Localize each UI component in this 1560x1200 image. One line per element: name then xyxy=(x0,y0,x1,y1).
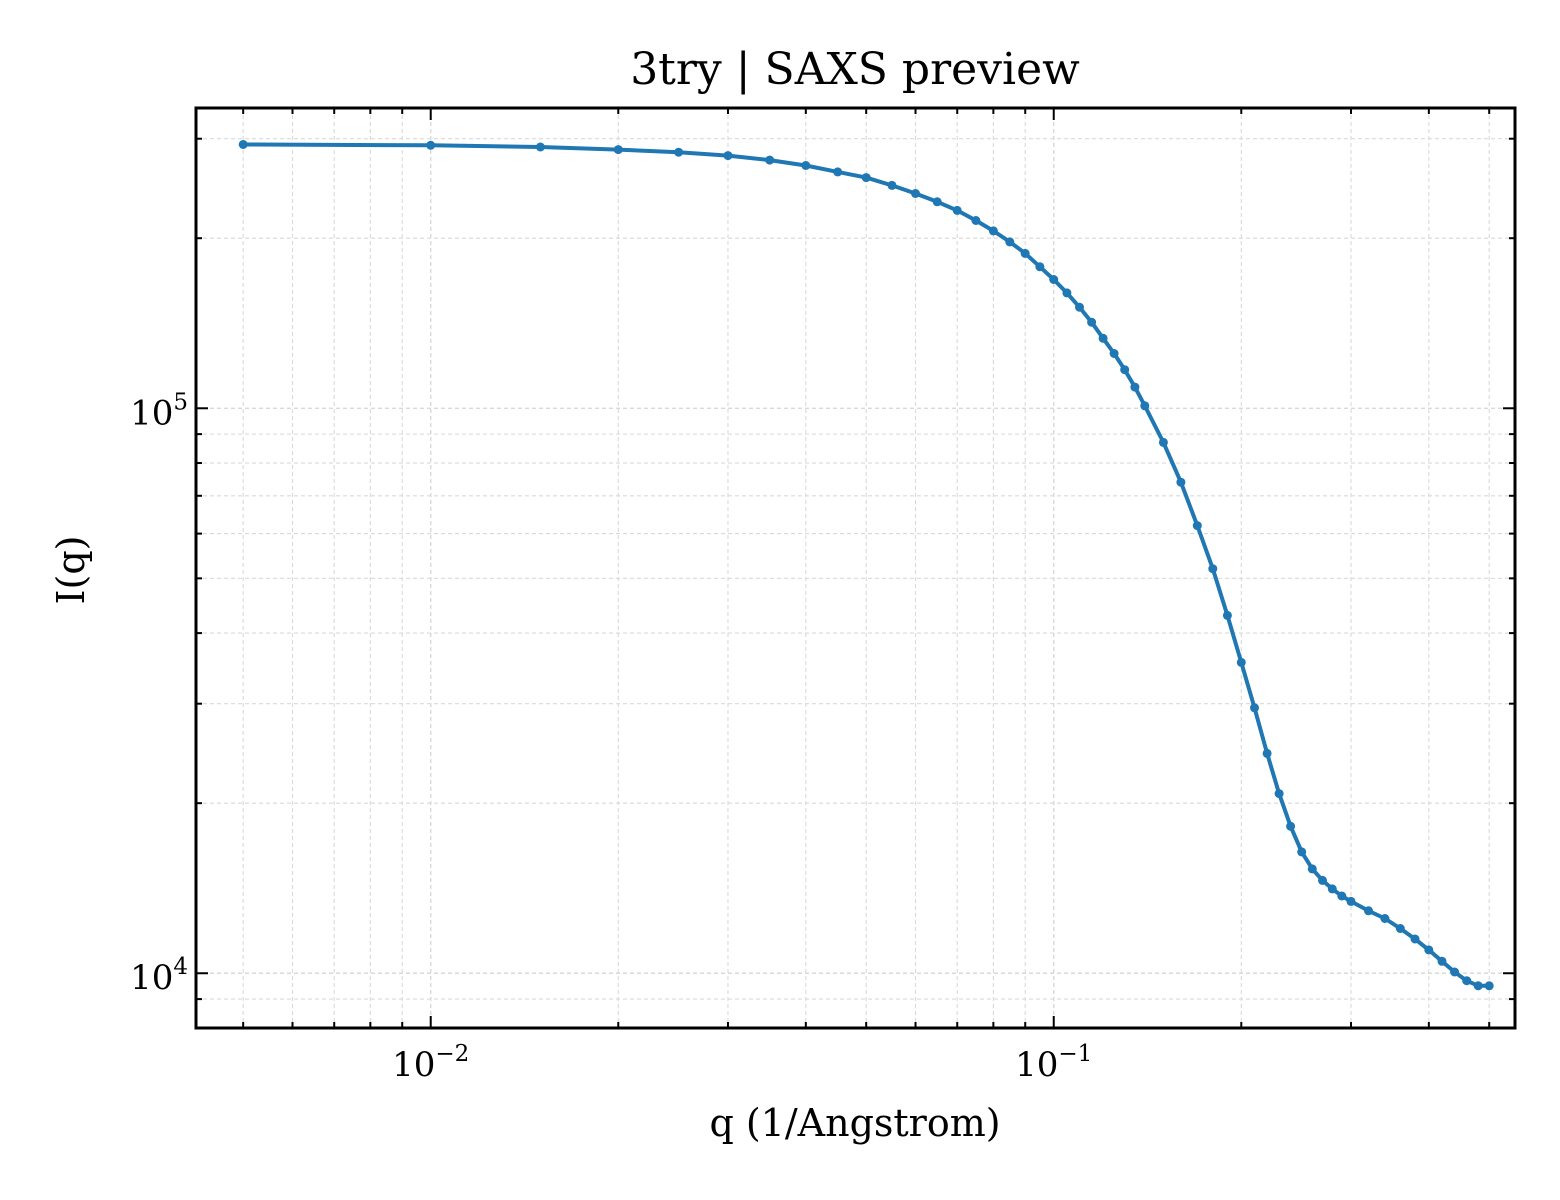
data-point xyxy=(1473,981,1483,991)
data-point xyxy=(1327,884,1337,894)
data-point xyxy=(1035,262,1045,272)
data-point xyxy=(911,189,920,198)
data-point xyxy=(887,180,897,190)
x-axis-label: q (1/Angstrom) xyxy=(709,1101,1000,1145)
data-point xyxy=(1005,237,1015,247)
data-point xyxy=(1410,934,1420,944)
data-point xyxy=(1087,317,1097,327)
data-point xyxy=(1364,906,1373,916)
data-point xyxy=(801,161,811,170)
data-point xyxy=(1130,382,1140,392)
data-point xyxy=(1020,248,1030,258)
data-point xyxy=(1098,333,1108,343)
data-point xyxy=(1120,365,1130,375)
data-point xyxy=(1450,967,1460,977)
data-point xyxy=(1380,914,1390,923)
y-tick-label: 105 xyxy=(130,389,188,433)
data-point xyxy=(1286,821,1296,831)
data-point xyxy=(1140,401,1150,411)
data-point xyxy=(1437,956,1447,966)
data-point xyxy=(1236,657,1246,667)
plot-frame xyxy=(194,106,1517,1030)
data-point xyxy=(723,151,733,161)
data-point xyxy=(1222,610,1232,620)
data-point xyxy=(952,205,962,215)
x-tick-label: 10−2 xyxy=(392,1041,469,1085)
series-layer xyxy=(238,140,1494,991)
data-point xyxy=(1109,349,1119,358)
data-point xyxy=(932,197,942,207)
data-point xyxy=(1158,437,1168,447)
data-point xyxy=(988,226,998,236)
data-point xyxy=(1346,896,1356,906)
data-point xyxy=(426,140,436,150)
data-point xyxy=(1250,703,1259,713)
chart-title: 3try | SAXS preview xyxy=(630,44,1080,95)
data-point xyxy=(1062,288,1072,298)
data-point xyxy=(1462,976,1472,986)
data-point xyxy=(971,216,981,225)
data-point xyxy=(833,167,843,177)
data-point xyxy=(1297,847,1307,857)
y-axis-label: I(q) xyxy=(49,536,93,605)
data-point xyxy=(1192,521,1202,531)
data-point xyxy=(238,140,248,149)
data-point xyxy=(535,142,545,152)
grid-lines xyxy=(196,108,1515,1029)
x-tick-label: 10−1 xyxy=(1015,1041,1092,1085)
data-point xyxy=(613,145,623,155)
data-point xyxy=(1307,864,1317,874)
data-point xyxy=(1262,748,1272,758)
data-point xyxy=(1318,875,1327,885)
data-point xyxy=(861,173,871,183)
data-point xyxy=(1337,891,1347,901)
data-point xyxy=(674,147,684,157)
data-point xyxy=(1075,302,1084,312)
data-point xyxy=(1274,789,1284,799)
data-point xyxy=(1424,945,1434,955)
y-tick-label: 104 xyxy=(130,954,188,998)
data-point xyxy=(765,155,775,165)
data-point xyxy=(1395,924,1405,933)
data-point xyxy=(1208,564,1218,574)
axis-ticks: 10−2 10−1 104 105 xyxy=(130,108,1515,1085)
data-point xyxy=(1484,981,1494,991)
data-point xyxy=(1049,275,1059,284)
data-point xyxy=(1176,477,1186,487)
